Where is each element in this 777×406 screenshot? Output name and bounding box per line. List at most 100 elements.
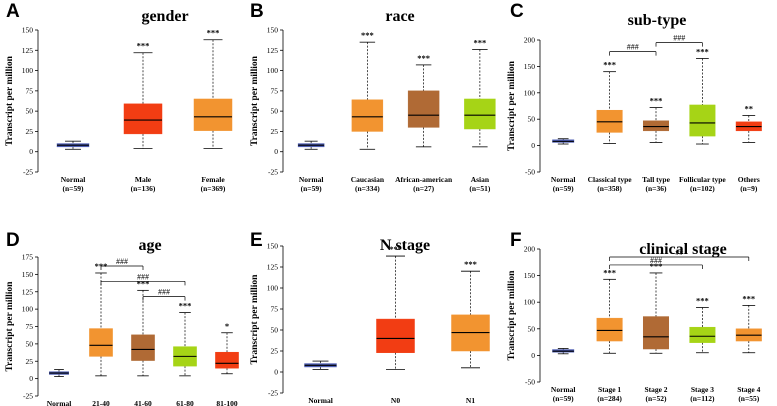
- category-count: (n=112): [690, 394, 715, 403]
- box-61-80: [173, 312, 197, 377]
- comparison-label: ###: [627, 43, 639, 52]
- category-label: Stage 2: [644, 385, 667, 394]
- y-tick-label: 50: [26, 107, 34, 116]
- box-stage-1: [596, 278, 623, 354]
- box-normal: [552, 348, 575, 355]
- comparison-label: ###: [650, 256, 662, 265]
- box-classical-type: [596, 71, 623, 144]
- box-stage-3: [689, 307, 716, 354]
- category-label: Classical type: [588, 175, 633, 184]
- panel-e: E N stage -25 0 25 50 75 100 125 150 Transcript pe…: [250, 230, 490, 406]
- category-count: (n=27): [413, 184, 434, 193]
- y-tick-label: 100: [267, 66, 279, 75]
- y-tick-label: 0: [531, 141, 535, 150]
- panel-title: N stage: [380, 237, 430, 254]
- y-tick-label: 150: [524, 271, 536, 280]
- box-african-american: [407, 64, 440, 148]
- box-normal: [49, 369, 69, 377]
- comparison-label: ###: [158, 288, 170, 297]
- significance-label: ***: [361, 30, 374, 40]
- category-label: Stage 4: [737, 385, 760, 394]
- y-tick-label: 0: [274, 368, 278, 377]
- category-label: Normal: [551, 175, 576, 184]
- y-tick-label: 75: [271, 86, 279, 95]
- y-tick-label: 50: [528, 324, 536, 333]
- box-iqr: [131, 334, 155, 361]
- category-count: (n=52): [646, 394, 667, 403]
- y-tick-label: 125: [267, 263, 279, 272]
- box-iqr: [123, 103, 163, 135]
- y-tick-label: 100: [524, 298, 536, 307]
- category-label: 21-40: [92, 399, 110, 406]
- box-iqr: [689, 326, 716, 343]
- significance-label: ***: [207, 28, 220, 38]
- box-asian: [464, 49, 496, 148]
- y-tick-label: 100: [22, 66, 34, 75]
- category-label: 61-80: [176, 399, 194, 406]
- y-tick-label: 0: [531, 351, 535, 360]
- category-label: N1: [466, 396, 475, 405]
- panel-label: E: [250, 230, 263, 251]
- significance-label: ***: [603, 60, 616, 70]
- category-label: African-american: [395, 175, 453, 184]
- y-tick-label: -25: [268, 168, 278, 177]
- box-others: [735, 115, 762, 143]
- box-iqr: [464, 98, 496, 130]
- panel-title: age: [138, 237, 161, 254]
- significance-label: ***: [474, 37, 487, 47]
- y-tick-label: 75: [26, 322, 34, 331]
- category-count: (n=358): [597, 184, 622, 193]
- y-tick-label: 125: [22, 287, 34, 296]
- box-iqr: [376, 318, 415, 353]
- box-iqr: [351, 99, 384, 132]
- y-tick-label: 150: [267, 26, 279, 35]
- box-n0: [376, 255, 415, 370]
- category-label: Normal: [47, 399, 72, 406]
- category-label: Others: [738, 175, 760, 184]
- category-label: Normal: [299, 175, 324, 184]
- box-tall-type: [642, 107, 670, 143]
- y-tick-label: 100: [267, 284, 279, 293]
- box-normal: [304, 360, 337, 370]
- category-count: (n=369): [201, 184, 226, 193]
- box-stage-2: [642, 272, 670, 354]
- significance-label: ***: [696, 296, 709, 306]
- significance-label: ***: [417, 53, 430, 63]
- category-count: (n=51): [469, 184, 490, 193]
- box-caucasian: [351, 41, 384, 150]
- category-count: (n=36): [646, 184, 667, 193]
- y-tick-label: 200: [524, 36, 536, 45]
- category-count: (n=59): [63, 184, 84, 193]
- box-female: [193, 39, 233, 149]
- box-normal: [297, 140, 325, 150]
- y-tick-label: 75: [26, 86, 34, 95]
- y-tick-label: 200: [524, 245, 536, 254]
- y-tick-label: 150: [22, 270, 34, 279]
- y-tick-label: 150: [267, 242, 279, 251]
- y-axis-label: Transcript per million: [250, 55, 260, 146]
- y-tick-label: -50: [525, 168, 535, 177]
- y-tick-label: 0: [29, 147, 33, 156]
- significance-label: *: [225, 321, 229, 331]
- significance-label: ***: [137, 41, 150, 51]
- y-tick-label: 125: [22, 46, 34, 55]
- y-tick-label: 0: [29, 374, 33, 383]
- panel-title: clinical stage: [639, 241, 727, 258]
- significance-label: **: [745, 104, 754, 114]
- box-iqr: [89, 328, 113, 357]
- significance-label: ***: [696, 46, 709, 56]
- y-tick-label: -25: [23, 168, 33, 177]
- panel-title: race: [385, 8, 414, 25]
- y-axis-label: Transcript per million: [250, 274, 260, 365]
- category-label: Normal: [61, 175, 86, 184]
- y-tick-label: 25: [271, 347, 279, 356]
- box-follicular-type: [689, 58, 716, 145]
- box-iqr: [642, 316, 670, 350]
- y-axis-label: Transcript per million: [507, 60, 517, 151]
